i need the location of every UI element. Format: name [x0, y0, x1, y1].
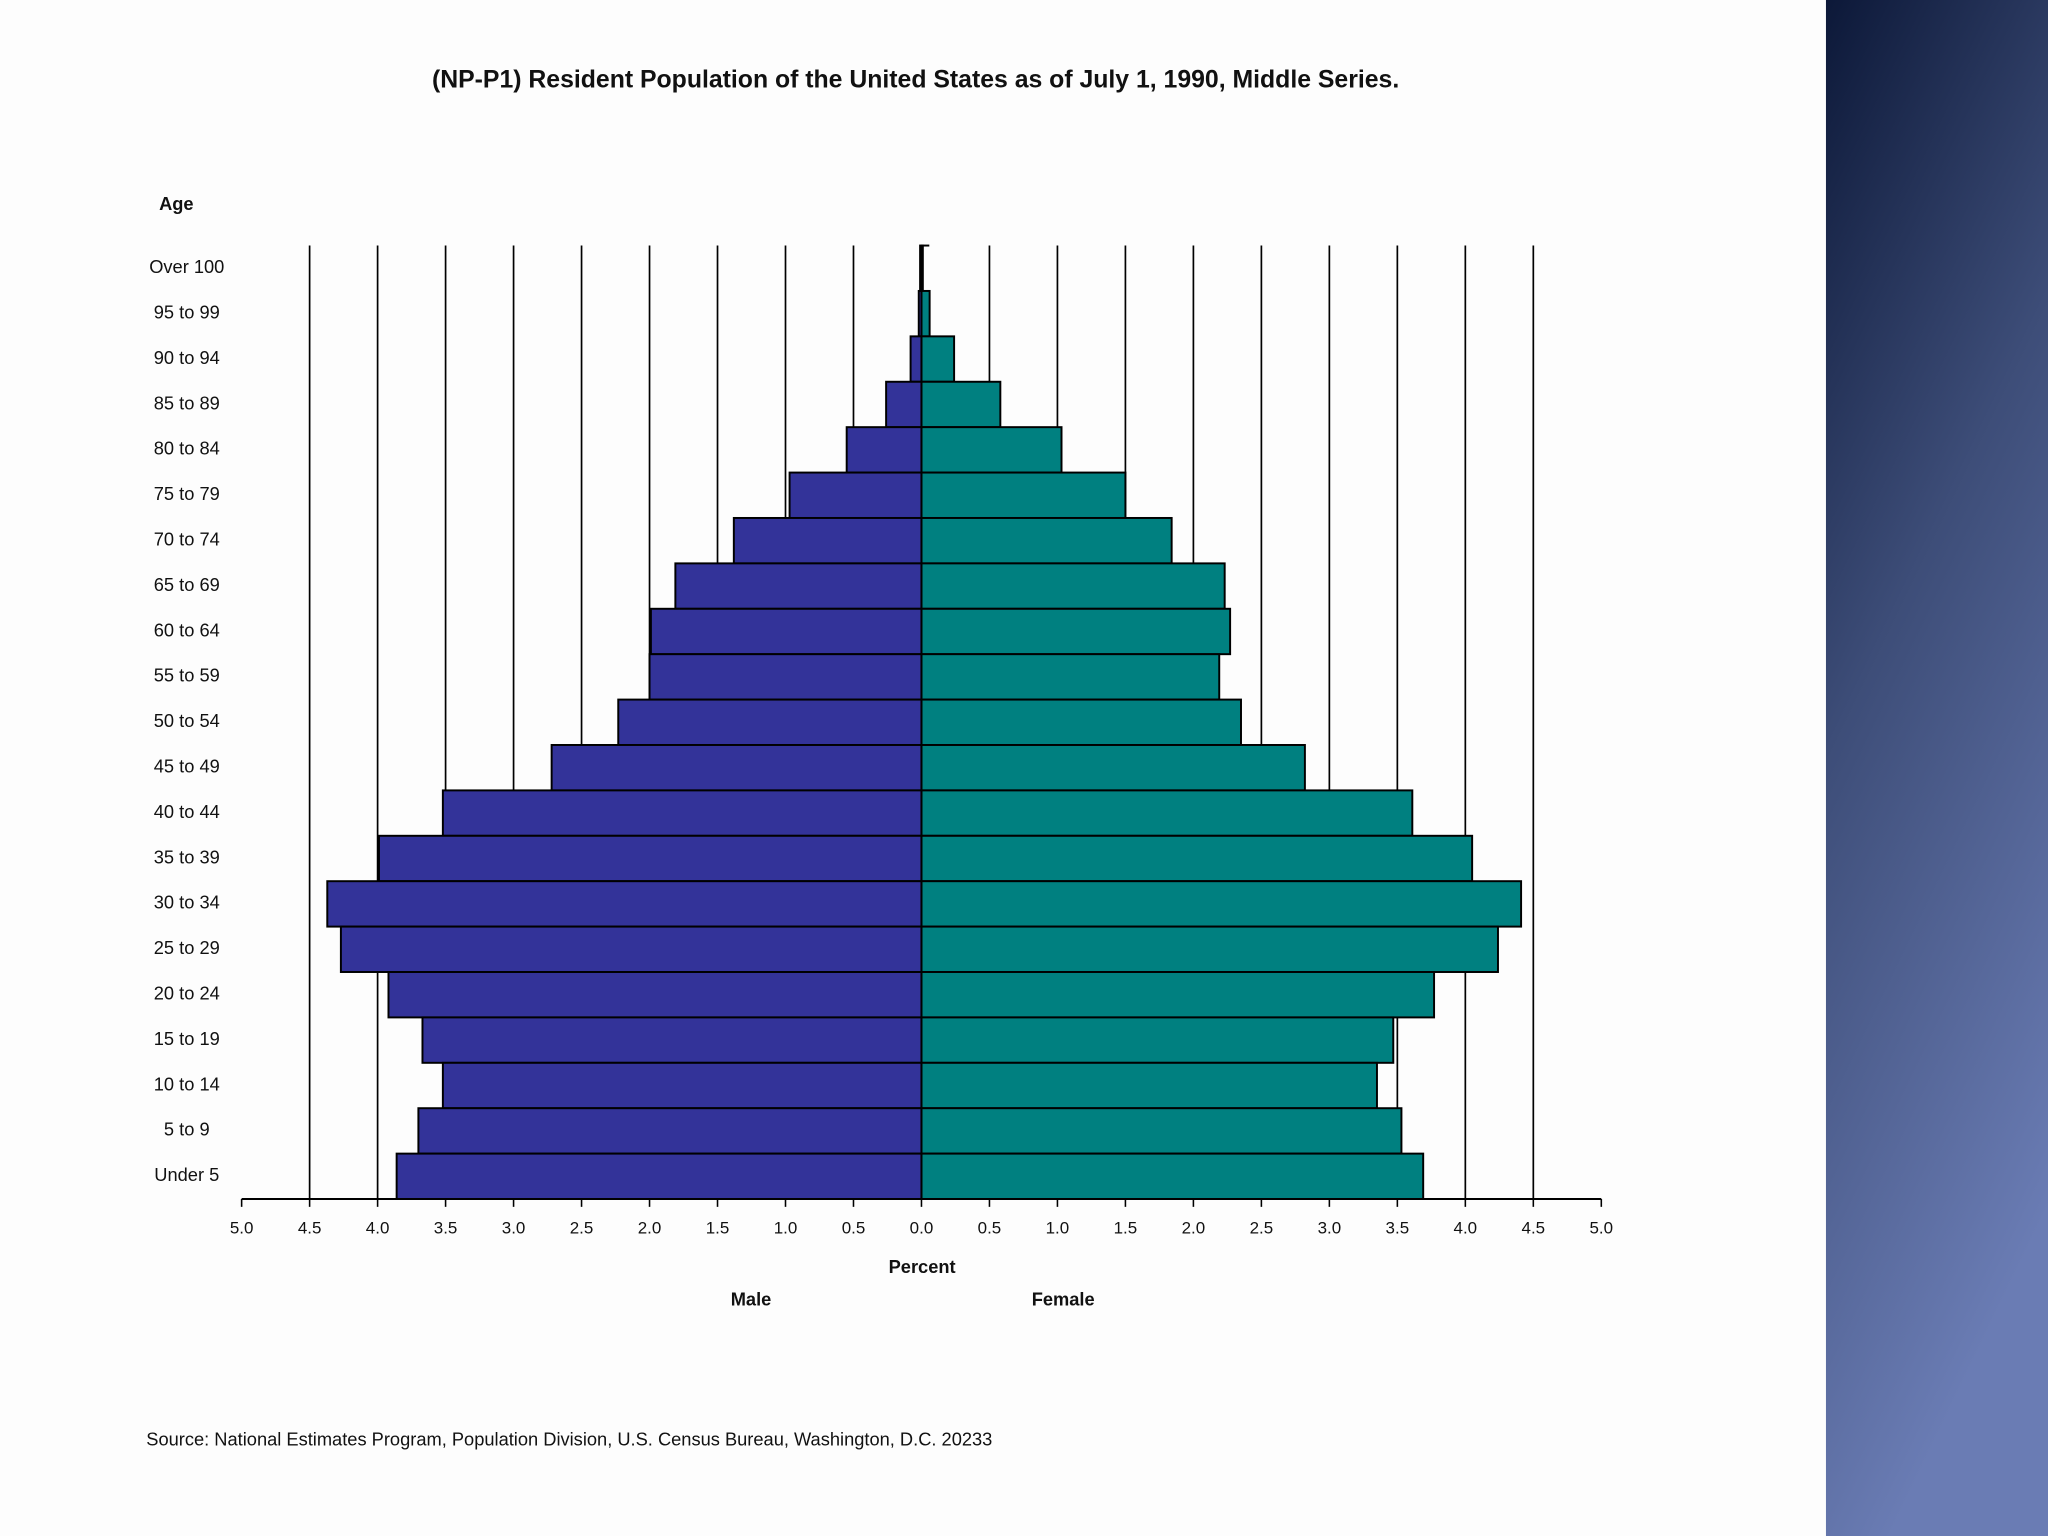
female-bar — [920, 1061, 1378, 1110]
male-bar — [387, 971, 923, 1019]
male-bar — [648, 653, 923, 701]
y-tick-label: 40 to 44 — [154, 801, 220, 822]
male-bar — [377, 834, 923, 883]
female-bar — [920, 1016, 1395, 1064]
female-bar — [920, 1152, 1425, 1201]
y-tick-label: 95 to 99 — [154, 301, 220, 322]
x-tick-label: 0.0 — [910, 1219, 934, 1238]
y-tick-label: 60 to 64 — [154, 619, 220, 640]
female-bar — [920, 880, 1523, 928]
male-bar — [441, 789, 923, 837]
x-tick-label: 4.5 — [298, 1219, 322, 1238]
x-tick-label: 3.5 — [1386, 1219, 1410, 1238]
female-bar — [920, 698, 1242, 746]
female-bar — [920, 516, 1173, 565]
female-bar — [920, 380, 1002, 429]
male-bar — [326, 880, 923, 928]
y-tick-label: Under 5 — [154, 1164, 219, 1185]
x-tick-label: 3.0 — [502, 1219, 526, 1238]
side-panel — [1825, 0, 2048, 1536]
x-tick-label: 2.0 — [638, 1219, 662, 1238]
y-tick-label: 30 to 34 — [154, 892, 220, 913]
male-bar — [909, 335, 923, 383]
male-bar — [441, 1061, 923, 1110]
male-bar — [649, 607, 923, 656]
legend-male: Male — [731, 1289, 772, 1310]
y-axis-title: Age — [159, 193, 194, 214]
female-bar — [920, 607, 1232, 656]
y-tick-label: 10 to 14 — [154, 1073, 220, 1094]
male-bar — [674, 562, 923, 610]
y-tick-label: 25 to 29 — [154, 937, 220, 958]
y-tick-label: 5 to 9 — [164, 1119, 210, 1140]
female-bar — [920, 471, 1127, 519]
male-bar — [550, 744, 923, 792]
y-tick-label: 90 to 94 — [154, 347, 220, 368]
x-tick-label: 2.0 — [1182, 1219, 1206, 1238]
x-tick-label: 3.0 — [1318, 1219, 1342, 1238]
female-bar — [920, 789, 1414, 837]
chart-title: (NP-P1) Resident Population of the Unite… — [432, 67, 1399, 94]
male-bar — [395, 1152, 923, 1201]
plot-area: 5.0 4.5 4.0 3.5 3.0 2.5 2.0 1.5 1.0 0.5 0.0 0.5 1.0 1… — [149, 244, 1614, 1238]
x-tick-label: 3.5 — [434, 1219, 458, 1238]
x-axis-title: Percent — [889, 1256, 956, 1277]
x-tick-label: 1.0 — [774, 1219, 798, 1238]
x-tick-label: 2.5 — [570, 1219, 594, 1238]
y-tick-label: 65 to 69 — [154, 574, 220, 595]
x-tick-label: 2.5 — [1250, 1219, 1274, 1238]
female-bar — [920, 744, 1306, 792]
female-bar — [920, 653, 1221, 701]
legend-female: Female — [1032, 1289, 1095, 1310]
female-bar — [920, 426, 1063, 474]
male-bar — [845, 426, 923, 474]
x-tick-label: 4.0 — [366, 1219, 390, 1238]
male-bar — [339, 925, 923, 973]
x-tick-label: 1.5 — [706, 1219, 730, 1238]
female-bar — [920, 335, 956, 383]
x-tick-label: 4.5 — [1522, 1219, 1546, 1238]
male-bar — [885, 380, 923, 429]
x-tick-label: 5.0 — [230, 1219, 254, 1238]
y-tick-label: 85 to 89 — [154, 392, 220, 413]
female-bar — [920, 925, 1499, 973]
female-bar — [920, 289, 931, 338]
female-bar — [920, 562, 1226, 610]
x-tick-label: 4.0 — [1454, 1219, 1478, 1238]
y-tick-label: Over 100 — [149, 256, 224, 277]
source-note: Source: National Estimates Program, Popu… — [146, 1428, 992, 1449]
male-bar — [788, 471, 923, 519]
y-tick-label: 45 to 49 — [154, 756, 220, 777]
y-tick-label: 80 to 84 — [154, 438, 220, 459]
x-tick-label: 0.5 — [978, 1219, 1002, 1238]
y-tick-label: 55 to 59 — [154, 665, 220, 686]
female-bar — [920, 834, 1474, 883]
x-tick-label: 1.5 — [1114, 1219, 1138, 1238]
y-tick-label: 50 to 54 — [154, 710, 220, 731]
x-tick-label: 1.0 — [1046, 1219, 1070, 1238]
y-tick-label: 20 to 24 — [154, 983, 220, 1004]
y-tick-label: 75 to 79 — [154, 483, 220, 504]
x-tick-label: 5.0 — [1590, 1219, 1614, 1238]
male-bar — [421, 1016, 923, 1064]
female-bar — [920, 1107, 1403, 1155]
female-bar — [920, 971, 1436, 1019]
male-bar — [617, 698, 923, 746]
y-tick-label: 35 to 39 — [154, 846, 220, 867]
male-bar — [732, 516, 923, 565]
x-tick-label: 0.5 — [842, 1219, 866, 1238]
y-tick-label: 15 to 19 — [154, 1028, 220, 1049]
y-tick-label: 70 to 74 — [154, 529, 220, 550]
male-bar — [417, 1107, 923, 1155]
